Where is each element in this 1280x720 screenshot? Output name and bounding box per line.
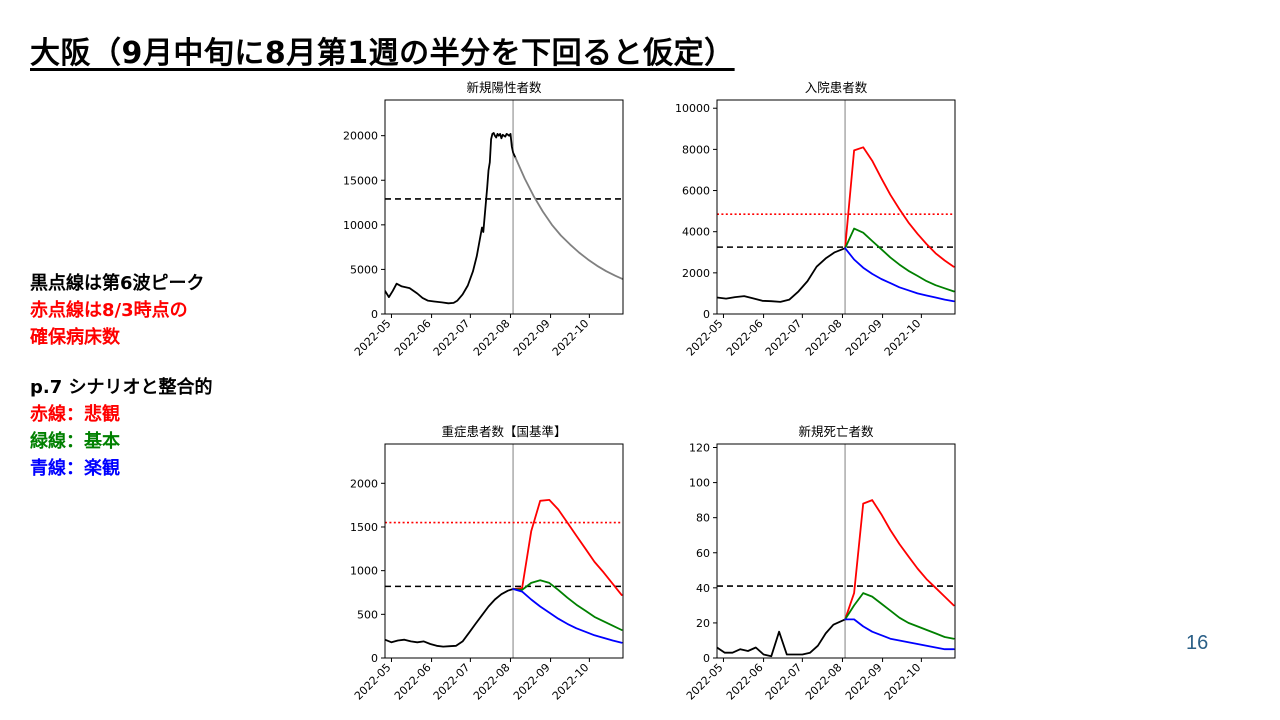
- note-bed-capacity-line-cont: 確保病床数: [30, 327, 120, 348]
- chart-severe-patients-series-actual: [385, 588, 515, 648]
- chart-severe-patients-svg: 重症患者数【国基準】 0 500 1000 1500 2000 2022-052022-06…: [350, 424, 624, 703]
- chart-new-deaths-series-base: [844, 592, 955, 640]
- chart-new-deaths-xtick-label: 2022-05: [684, 661, 726, 703]
- slide-title: 大阪（9月中旬に8月第1週の半分を下回ると仮定）: [30, 36, 735, 71]
- chart-hospitalized-svg: 入院患者数02000400060008000100002022-052022-0…: [675, 80, 956, 359]
- chart-severe-patients-xtick-label: 2022-06: [392, 661, 434, 703]
- chart-hospitalized-xtick-label: 2022-08: [803, 317, 845, 359]
- chart-new-cases-xtick-label: 2022-05: [352, 317, 394, 359]
- chart-severe-patients-series-optimistic: [512, 588, 623, 644]
- chart-severe-patients-xtick-label: 2022-09: [511, 661, 553, 703]
- chart-new-cases-xtick-label: 2022-07: [431, 317, 473, 359]
- chart-hospitalized-series-base: [844, 227, 955, 293]
- chart-new-cases-title: 新規陽性者数: [466, 80, 542, 95]
- chart-new-deaths-ytick-label: 120: [689, 442, 710, 455]
- chart-hospitalized-xtick-label: 2022-10: [882, 317, 924, 359]
- note-bed-capacity-line: 赤点線は8/3時点の: [30, 300, 188, 321]
- chart-hospitalized-ytick-label: 0: [703, 308, 710, 321]
- chart-new-cases-xtick-label: 2022-10: [550, 317, 592, 359]
- chart-hospitalized-series-pessimistic: [844, 146, 955, 268]
- chart-new-deaths-ytick-label: 60: [696, 547, 710, 560]
- chart-new-deaths-ytick-label: 20: [696, 617, 710, 630]
- chart-severe-patients-ytick-label: 0: [371, 652, 378, 665]
- chart-new-cases-xtick-label: 2022-06: [392, 317, 434, 359]
- chart-severe-patients-ytick-label: 500: [357, 608, 378, 621]
- chart-new-cases-series-projection: [514, 157, 623, 281]
- chart-new-cases-ytick-label: 10000: [343, 219, 378, 232]
- chart-severe-patients-xtick-label: 2022-08: [471, 661, 513, 703]
- chart-new-deaths-ytick-label: 100: [689, 477, 710, 490]
- chart-new-deaths-xtick-label: 2022-08: [803, 661, 845, 703]
- chart-new-cases-ytick-label: 20000: [343, 130, 378, 143]
- chart-new-deaths-series-actual: [717, 618, 847, 658]
- chart-hospitalized-xtick-label: 2022-06: [724, 317, 766, 359]
- chart-new-deaths-svg: 新規死亡者数0204060801001202022-052022-062022-…: [684, 424, 956, 703]
- chart-severe-patients-series-pessimistic: [512, 499, 623, 597]
- chart-hospitalized-ytick-label: 4000: [682, 226, 710, 239]
- chart-severe-patients-ytick-label: 2000: [350, 477, 378, 490]
- chart-severe-patients-xtick-label: 2022-10: [550, 661, 592, 703]
- chart-hospitalized-ytick-label: 8000: [682, 143, 710, 156]
- chart-hospitalized-axes-frame: [716, 99, 956, 315]
- chart-severe-patients-ytick-label: 1000: [350, 565, 378, 578]
- chart-new-cases-svg: 新規陽性者数 0 5000 10000 15000 20000 2022-052022-06…: [343, 80, 624, 359]
- chart-hospitalized-ytick-label: 2000: [682, 267, 710, 280]
- chart-new-deaths-title: 新規死亡者数: [798, 424, 874, 439]
- chart-hospitalized-series-optimistic: [844, 247, 955, 303]
- chart-new-deaths-xtick-label: 2022-09: [843, 661, 885, 703]
- chart-new-deaths-ytick-label: 80: [696, 512, 710, 525]
- notes-spacer: [30, 351, 213, 374]
- chart-new-cases-ytick-label: 5000: [350, 263, 378, 276]
- chart-severe-patients-ytick-label: 1500: [350, 521, 378, 534]
- chart-hospitalized-title: 入院患者数: [805, 80, 868, 95]
- page-number: 16: [1186, 632, 1209, 654]
- legend-notes: 黒点線は第6波ピーク 赤点線は8/3時点の 確保病床数 p.7 シナリオと整合的…: [30, 270, 213, 482]
- note-base: 緑線：基本: [30, 431, 120, 452]
- chart-new-cases-series-actual: [385, 132, 517, 305]
- chart-severe-patients-series-base: [512, 579, 623, 631]
- chart-new-deaths-ytick-label: 40: [696, 582, 710, 595]
- note-pessimistic: 赤線：悲観: [30, 404, 120, 425]
- chart-new-deaths-xtick-label: 2022-07: [763, 661, 805, 703]
- chart-new-cases-plot-area: [385, 100, 623, 314]
- chart-new-deaths-series-pessimistic: [844, 499, 955, 621]
- chart-new-cases: 新規陽性者数 0 5000 10000 15000 20000 2022-05 2022-06…: [330, 76, 630, 376]
- chart-hospitalized-series-actual: [717, 247, 847, 303]
- chart-new-cases-ytick-label: 15000: [343, 174, 378, 187]
- chart-new-deaths-plot-area: [717, 444, 955, 658]
- chart-severe-patients-xtick-label: 2022-05: [352, 661, 394, 703]
- chart-hospitalized-xtick-label: 2022-05: [684, 317, 726, 359]
- chart-new-cases-xtick-label: 2022-09: [511, 317, 553, 359]
- chart-hospitalized-ytick-label: 6000: [682, 185, 710, 198]
- chart-hospitalized-plot-area: [717, 100, 955, 314]
- chart-new-cases-xtick-label: 2022-08: [471, 317, 513, 359]
- chart-hospitalized: 入院患者数 0 2000 4000 6000 8000 10000 2022-05 2022-0…: [662, 76, 962, 376]
- chart-new-deaths-series-optimistic: [844, 618, 955, 651]
- chart-hospitalized-ytick-label: 10000: [675, 102, 710, 115]
- chart-severe-patients-xtick-label: 2022-07: [431, 661, 473, 703]
- chart-hospitalized-xtick-label: 2022-07: [763, 317, 805, 359]
- note-scenario-heading: p.7 シナリオと整合的: [30, 377, 213, 398]
- chart-new-deaths-axes-frame: [716, 443, 956, 659]
- note-optimistic: 青線：楽観: [30, 458, 120, 479]
- chart-severe-patients-title: 重症患者数【国基準】: [441, 424, 566, 439]
- chart-severe-patients: 重症患者数【国基準】 0 500 1000 1500 2000 2022-05 2022-06…: [330, 420, 630, 720]
- note-peak-line: 黒点線は第6波ピーク: [30, 273, 205, 294]
- chart-new-deaths-xtick-label: 2022-10: [882, 661, 924, 703]
- chart-severe-patients-axes-frame: [384, 443, 624, 659]
- chart-severe-patients-plot-area: [385, 444, 623, 658]
- chart-hospitalized-xtick-label: 2022-09: [843, 317, 885, 359]
- chart-new-cases-axes-frame: [384, 99, 624, 315]
- chart-new-deaths-xtick-label: 2022-06: [724, 661, 766, 703]
- chart-new-cases-ytick-label: 0: [371, 308, 378, 321]
- chart-new-deaths-ytick-label: 0: [703, 652, 710, 665]
- chart-new-deaths: 新規死亡者数 0 20 40 60 80 100 120 2022-05 2022-06 2022-…: [662, 420, 962, 720]
